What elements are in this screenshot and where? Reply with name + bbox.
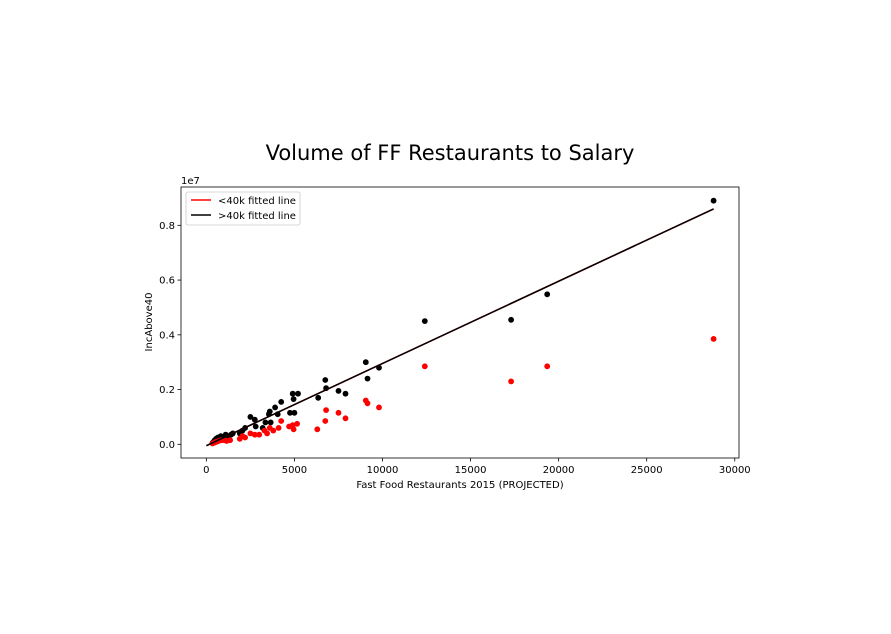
y-axis-label: IncAbove40	[144, 293, 155, 352]
y-tick-label: 0.2	[159, 385, 175, 396]
scatter-point-above-40k	[315, 394, 322, 401]
scatter-point-above-40k	[278, 399, 285, 405]
x-tick-label: 0	[203, 465, 209, 476]
legend: <40k fitted line >40k fitted line	[185, 191, 301, 226]
x-tick-label: 25000	[631, 465, 663, 476]
scatter-point-below-40k	[290, 426, 297, 433]
scatter-point-above-40k	[364, 375, 371, 382]
scatter-point-below-40k	[342, 415, 349, 422]
scatter-point-above-40k	[289, 390, 296, 397]
x-tick-label: 10000	[367, 465, 399, 476]
scatter-point-above-40k	[272, 404, 278, 411]
scatter-point-below-40k	[314, 426, 321, 433]
scatter-point-above-40k	[544, 291, 551, 298]
scatter-point-below-40k	[247, 430, 254, 437]
legend-label-below-40k: <40k fitted line	[218, 196, 296, 207]
scatter-point-below-40k	[242, 434, 249, 441]
scatter-point-below-40k	[278, 418, 285, 424]
scatter-point-below-40k	[323, 407, 329, 413]
plot-area	[206, 197, 717, 447]
x-axis: 0 5000 10000 15000 20000 25000 30000	[203, 458, 751, 476]
y-tick-label: 0.8	[159, 221, 175, 232]
x-tick-label: 5000	[282, 465, 307, 476]
scatter-point-below-40k	[710, 336, 717, 342]
x-tick-label: 30000	[719, 465, 751, 476]
scatter-point-above-40k	[421, 318, 428, 324]
scatter-point-below-40k	[376, 404, 382, 411]
scatter-point-above-40k	[266, 408, 273, 415]
legend-label-above-40k: >40k fitted line	[218, 211, 296, 222]
scatter-point-below-40k	[251, 431, 258, 438]
x-tick-label: 20000	[543, 465, 575, 476]
y-offset-label: 1e7	[181, 176, 200, 187]
y-tick-label: 0.0	[159, 440, 175, 451]
scatter-point-above-40k	[262, 419, 269, 426]
scatter-point-below-40k	[421, 363, 428, 370]
chart-title: Volume of FF Restaurants to Salary	[266, 141, 635, 165]
scatter-point-below-40k	[335, 409, 342, 416]
y-tick-label: 0.6	[159, 276, 175, 287]
y-axis: 0.0 0.2 0.4 0.6 0.8	[159, 221, 181, 451]
axes-frame	[180, 186, 740, 459]
scatter-point-above-40k	[295, 390, 301, 397]
scatter-point-above-40k	[252, 423, 259, 430]
scatter-point-above-40k	[710, 197, 717, 204]
scatter-point-above-40k	[508, 316, 514, 323]
scatter-point-above-40k	[251, 416, 258, 423]
y-tick-label: 0.4	[159, 330, 175, 341]
scatter-point-below-40k	[264, 430, 270, 437]
scatter-point-above-40k	[335, 388, 342, 394]
scatter-point-above-40k	[322, 377, 329, 383]
scatter-point-above-40k	[291, 409, 298, 416]
fitted-line-above-40k	[206, 208, 714, 447]
scatter-point-above-40k	[267, 419, 274, 426]
x-tick-label: 15000	[455, 465, 487, 476]
scatter-point-below-40k	[322, 418, 329, 424]
scatter-point-below-40k	[544, 363, 551, 370]
scatter-point-above-40k	[290, 396, 297, 402]
scatter-point-above-40k	[362, 359, 369, 366]
scatter-point-below-40k	[294, 420, 300, 427]
legend-box	[185, 191, 301, 226]
scatter-point-above-40k	[287, 409, 293, 416]
scatter-point-below-40k	[364, 400, 371, 407]
scatter-point-below-40k	[508, 378, 514, 385]
scatter-point-below-40k	[227, 437, 234, 444]
scatter-point-below-40k	[256, 431, 263, 438]
x-axis-label: Fast Food Restaurants 2015 (PROJECTED)	[356, 480, 563, 491]
scatter-point-above-40k	[342, 390, 349, 397]
scatter-point-below-40k	[270, 427, 277, 434]
scatter-point-above-40k	[247, 414, 254, 420]
scatter-point-below-40k	[275, 425, 282, 431]
